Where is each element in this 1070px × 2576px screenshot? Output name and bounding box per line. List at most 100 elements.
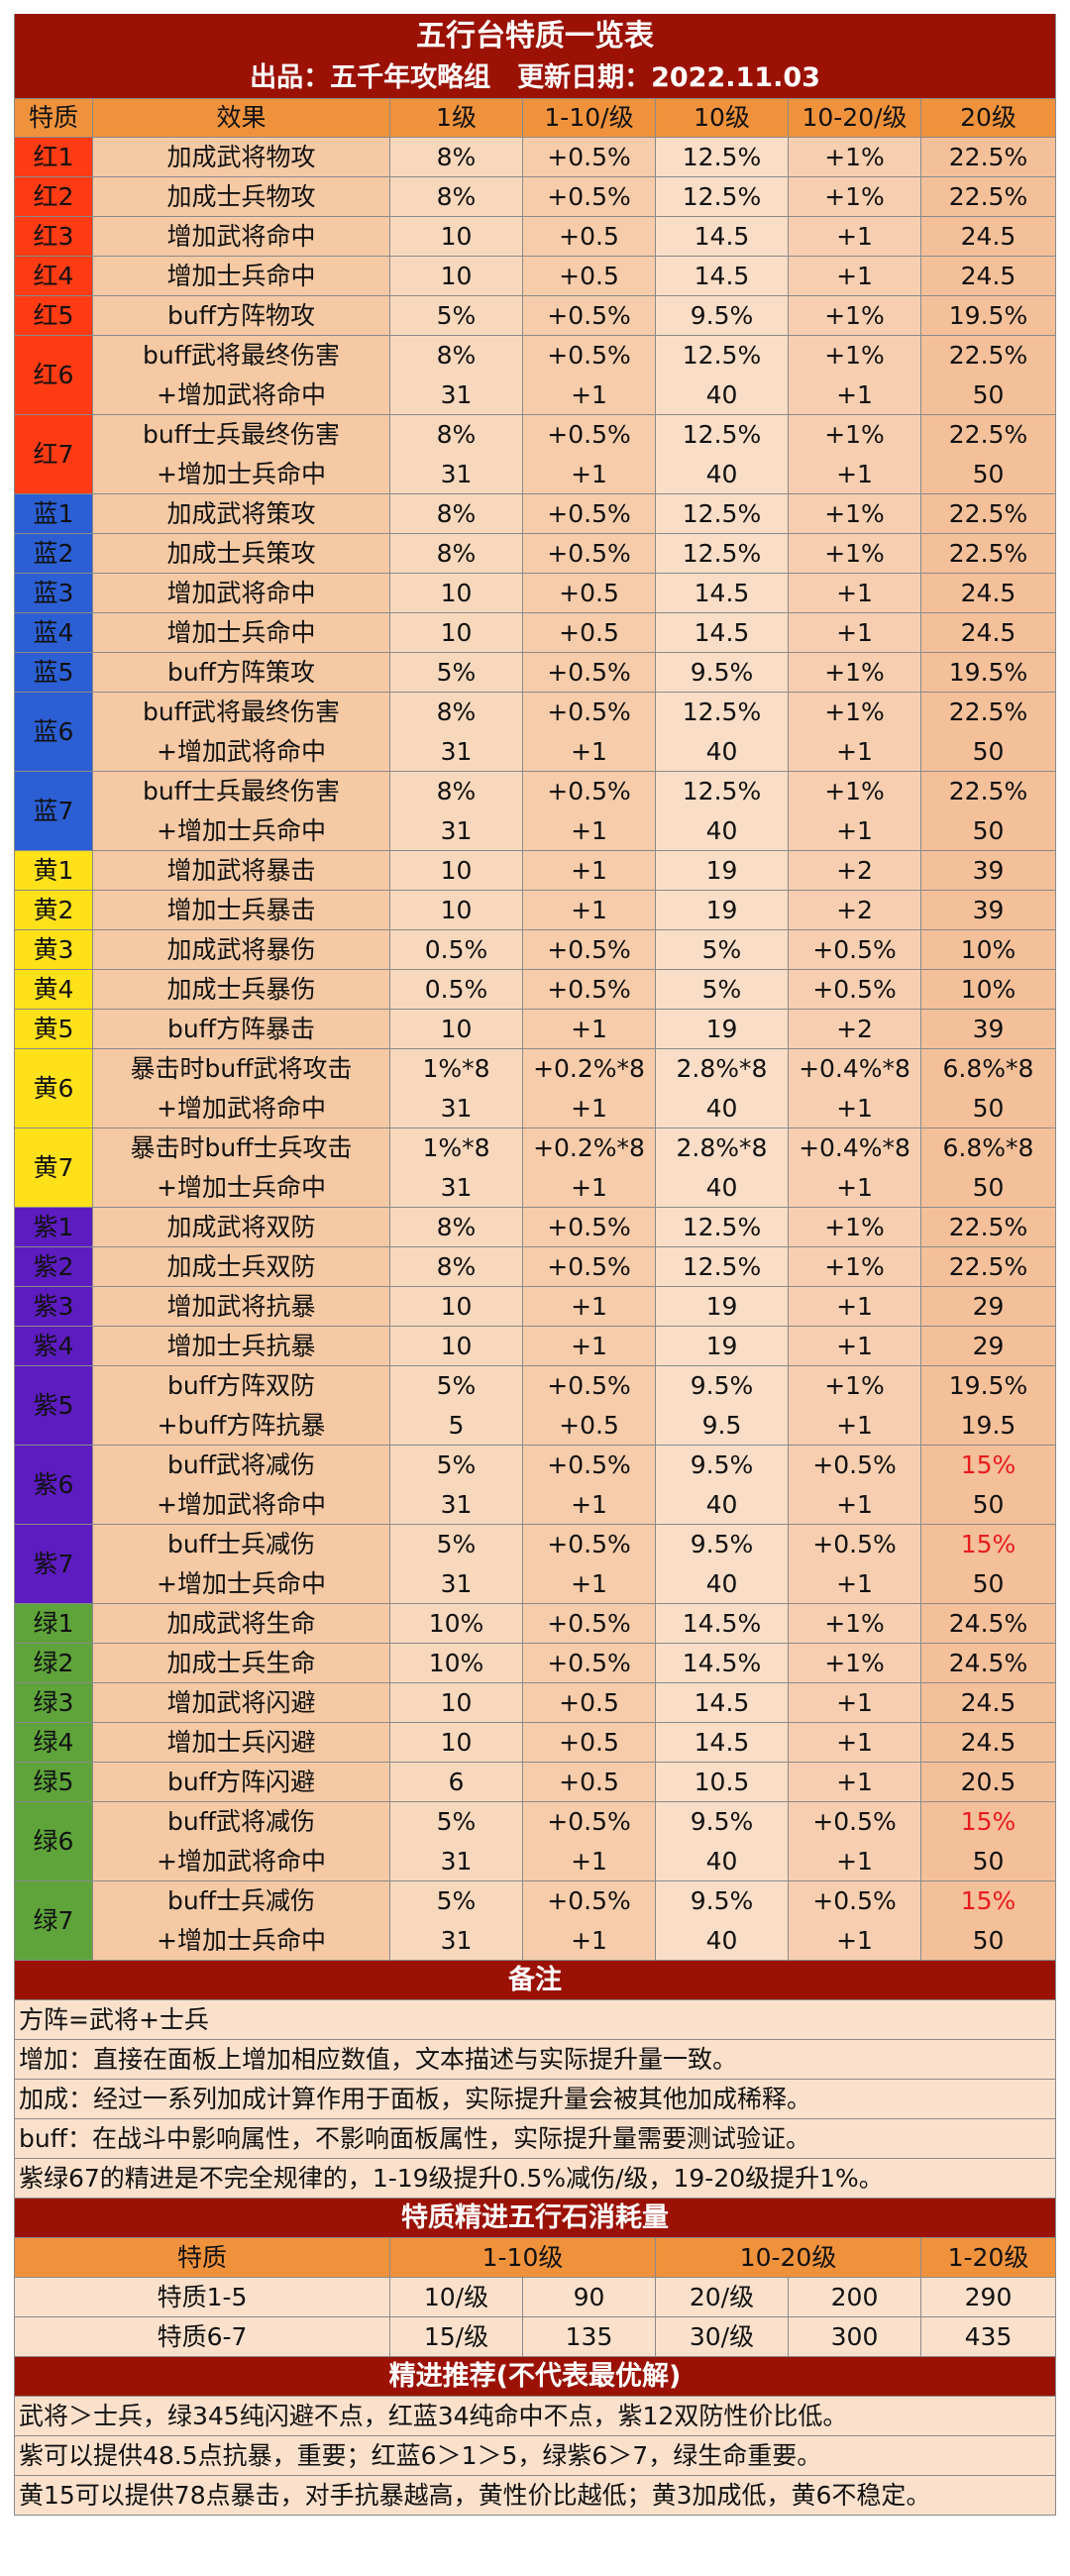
cell-lv1: 5% (390, 653, 523, 693)
trait-cell: 蓝5 (14, 653, 93, 693)
cost-cell: 特质6-7 (14, 2317, 390, 2357)
table-row: 紫5 buff方阵双防 +buff方阵抗暴 5% 5 +0.5% +0.5 9.5% 9.5 +1… (14, 1366, 1056, 1446)
cell-effect: 加成士兵生命 (93, 1644, 390, 1683)
cell-line: +1 (836, 1846, 873, 1876)
cell-line: +增加武将命中 (157, 379, 326, 409)
cell-lv1-10: +1 (523, 1327, 656, 1366)
cell-lv10: 12.5% (656, 138, 789, 177)
header-cell-lv1: 1级 (390, 99, 523, 138)
table-row: 黄4 加成士兵暴伤 0.5% +0.5% 5% +0.5% 10% (14, 970, 1056, 1010)
table-row: 红3 增加武将命中 10 +0.5 14.5 +1 24.5 (14, 217, 1056, 257)
cell-lv10: 19 (656, 1287, 789, 1327)
cell-effect: 增加士兵暴击 (93, 891, 390, 930)
cell-line: 50 (972, 1846, 1005, 1876)
cell-line: +0.5% (547, 1450, 631, 1480)
cell-line: 6.8%*8 (942, 1054, 1034, 1084)
cell-lv10: 19 (656, 1010, 789, 1049)
cell-lv1-10: +0.5% (523, 1644, 656, 1683)
cell-line: +1 (571, 459, 607, 488)
cell-lv1-10: +1 (523, 891, 656, 930)
cell-lv20: 22.5% (921, 1247, 1056, 1287)
cell-line: +增加士兵命中 (157, 459, 326, 488)
cell-line: +1 (571, 1093, 607, 1123)
cell-lv10-20: +1 (789, 574, 921, 613)
cell-lv10-20: +0.5% +1 (789, 1446, 921, 1525)
cell-lv10-20: +1% (789, 296, 921, 336)
cell-line: +增加武将命中 (157, 1489, 326, 1519)
cell-lv10-20: +1 (789, 257, 921, 296)
cell-effect: 加成武将策攻 (93, 494, 390, 534)
cell-lv1-10: +0.5 (523, 1723, 656, 1763)
cell-effect: 增加士兵命中 (93, 613, 390, 653)
cell-line: +1 (571, 1172, 607, 1202)
cell-line: 8% (436, 420, 477, 450)
cell-lv10: 14.5% (656, 1604, 789, 1644)
cell-lv10: 12.5% 40 (656, 415, 789, 494)
page-subtitle: 出品：五千年攻略组 更新日期：2022.11.03 (250, 62, 820, 94)
cell-lv10-20: +1% (789, 1247, 921, 1287)
cell-lv1-10: +0.2%*8 +1 (523, 1049, 656, 1128)
note-text: 方阵=武将+士兵 (14, 2000, 1056, 2040)
cell-line: +1 (836, 815, 873, 845)
cell-line: +0.5% (547, 420, 631, 450)
trait-cell: 蓝3 (14, 574, 93, 613)
cell-lv1: 5% 31 (390, 1881, 523, 1961)
cell-lv10: 14.5 (656, 613, 789, 653)
cell-lv1: 1%*8 31 (390, 1049, 523, 1128)
cell-line: 50 (972, 815, 1005, 845)
cell-lv10: 14.5 (656, 1683, 789, 1723)
table-row: 黄5 buff方阵暴击 10 +1 19 +2 39 (14, 1010, 1056, 1049)
cell-lv20: 15% 50 (921, 1802, 1056, 1881)
cell-lv10-20: +1% (789, 1604, 921, 1644)
cell-lv1: 8% (390, 1208, 523, 1247)
cell-line: +1 (571, 736, 607, 766)
cell-lv1: 8% 31 (390, 772, 523, 851)
cell-lv10-20: +1% (789, 1208, 921, 1247)
cell-line: 40 (705, 1489, 738, 1519)
cell-line: +增加武将命中 (157, 1846, 326, 1876)
cell-lv10-20: +1% +1 (789, 336, 921, 415)
cell-line: 2.8%*8 (676, 1133, 768, 1163)
cell-effect: buff方阵双防 +buff方阵抗暴 (93, 1366, 390, 1446)
cell-line: +0.2%*8 (533, 1054, 645, 1084)
cell-lv20: 22.5% 50 (921, 415, 1056, 494)
cell-lv20: 39 (921, 1010, 1056, 1049)
cell-lv1-10: +0.5% +1 (523, 1881, 656, 1961)
cell-line: +增加士兵命中 (157, 1925, 326, 1955)
trait-cell: 红5 (14, 296, 93, 336)
cell-line: 5% (436, 1371, 477, 1401)
cost-table-body: 特质1-5 10/级 90 20/级 200 290 特质6-7 15/级 135 30/级 300… (14, 2278, 1056, 2357)
trait-cell: 红7 (14, 415, 93, 494)
note-text: 加成：经过一系列加成计算作用于面板，实际提升量会被其他加成稀释。 (14, 2080, 1056, 2119)
cell-lv1: 10 (390, 1287, 523, 1327)
cell-lv20: 29 (921, 1287, 1056, 1327)
cell-line: 31 (440, 1172, 473, 1202)
cell-line: 5% (436, 1530, 477, 1559)
cell-line: 31 (440, 379, 473, 409)
table-row: 黄6 暴击时buff武将攻击 +增加武将命中 1%*8 31 +0.2%*8 +1 2.8%*… (14, 1049, 1056, 1128)
cell-line: 12.5% (682, 777, 762, 806)
cell-line: 1%*8 (422, 1133, 490, 1163)
trait-cell: 红3 (14, 217, 93, 257)
cell-line: +1 (836, 1410, 873, 1440)
table-row: 蓝6 buff武将最终伤害 +增加武将命中 8% 31 +0.5% +1 12.5% 40 +1%… (14, 693, 1056, 772)
header-cell-trait: 特质 (14, 99, 93, 138)
cell-line: +1 (836, 1172, 873, 1202)
cell-line: 31 (440, 459, 473, 488)
trait-cell: 绿1 (14, 1604, 93, 1644)
trait-cell: 蓝7 (14, 772, 93, 851)
cost-table-title: 特质精进五行石消耗量 (14, 2199, 1056, 2238)
cell-lv10: 2.8%*8 40 (656, 1049, 789, 1128)
cell-line: 暴击时buff武将攻击 (130, 1054, 353, 1084)
cell-line: 5% (436, 1807, 477, 1837)
cell-lv10-20: +0.4%*8 +1 (789, 1049, 921, 1128)
cell-lv10-20: +2 (789, 891, 921, 930)
cell-line: buff武将最终伤害 (143, 698, 340, 727)
cell-lv20: 24.5% (921, 1644, 1056, 1683)
cell-line: 22.5% (948, 777, 1028, 806)
cell-line: 15% (960, 1807, 1016, 1837)
cell-effect: buff方阵物攻 (93, 296, 390, 336)
note-text: 增加：直接在面板上增加相应数值，文本描述与实际提升量一致。 (14, 2040, 1056, 2080)
cell-line: 19.5 (960, 1410, 1016, 1440)
cell-line: +增加士兵命中 (157, 1172, 326, 1202)
